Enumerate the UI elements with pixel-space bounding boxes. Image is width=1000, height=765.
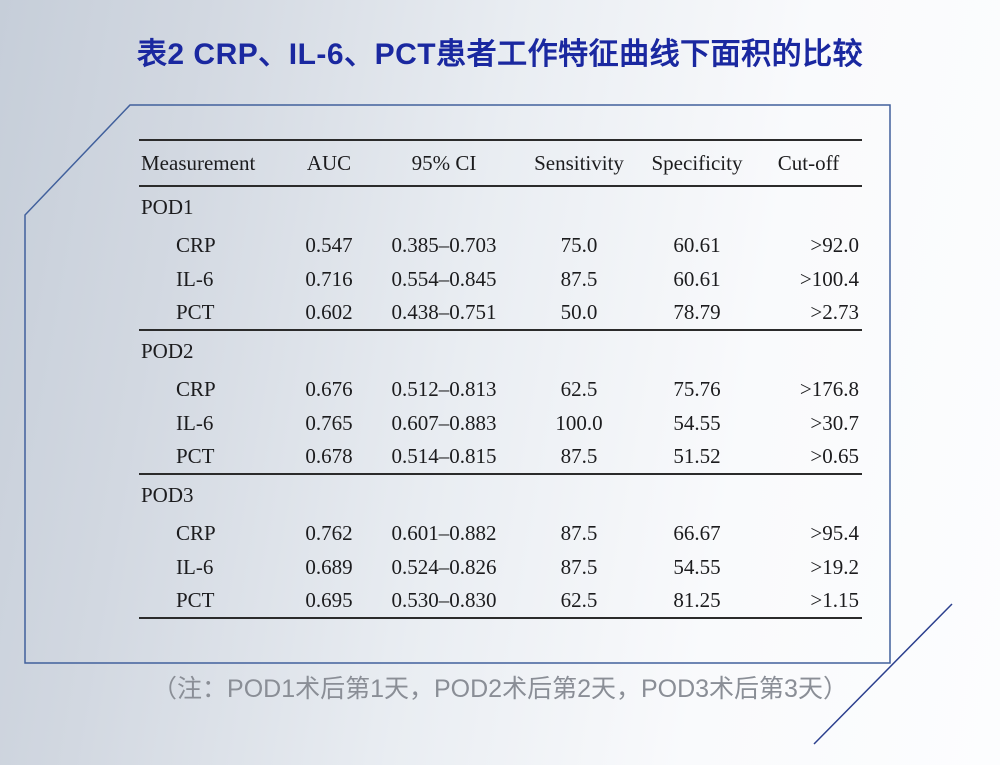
cutoff-cell: >95.4 — [810, 520, 859, 545]
footnote: （注：POD1术后第1天，POD2术后第2天，POD3术后第3天） — [152, 675, 848, 703]
cutoff-cell: >0.65 — [810, 444, 859, 468]
measurement-cell: PCT — [176, 444, 215, 468]
cutoff-cell: >92.0 — [810, 232, 859, 257]
measurement-cell: PCT — [176, 300, 215, 324]
ci-cell: 0.524–0.826 — [391, 554, 497, 579]
column-header-sensitivity: Sensitivity — [534, 150, 624, 175]
specificity-cell: 81.25 — [673, 588, 721, 612]
sensitivity-cell: 100.0 — [555, 410, 603, 435]
frame-outline — [24, 104, 891, 664]
specificity-cell: 54.55 — [673, 410, 721, 435]
measurement-cell: IL-6 — [176, 410, 214, 435]
measurement-cell: IL-6 — [176, 266, 214, 291]
auc-cell: 0.676 — [305, 376, 353, 401]
group-label: POD2 — [141, 339, 194, 363]
specificity-cell: 54.55 — [673, 554, 721, 579]
ci-cell: 0.514–0.815 — [391, 444, 497, 468]
ci-cell: 0.438–0.751 — [391, 300, 497, 324]
ci-cell: 0.607–0.883 — [391, 410, 497, 435]
ci-cell: 0.554–0.845 — [391, 266, 497, 291]
sensitivity-cell: 50.0 — [560, 300, 598, 324]
table-row: PCT 0.695 0.530–0.830 62.5 81.25 >1.15 — [139, 584, 862, 618]
group-row-pod1: POD1 — [139, 186, 862, 228]
measurement-cell: CRP — [176, 232, 216, 257]
table-row: IL-6 0.716 0.554–0.845 87.5 60.61 >100.4 — [139, 262, 862, 296]
table-row: CRP 0.547 0.385–0.703 75.0 60.61 >92.0 — [139, 228, 862, 262]
cutoff-cell: >176.8 — [799, 376, 859, 401]
roc-auc-table: Measurement AUC 95% CI Sensitivity Speci… — [139, 139, 862, 619]
cutoff-cell: >100.4 — [799, 266, 859, 291]
auc-cell: 0.602 — [305, 300, 353, 324]
ci-cell: 0.530–0.830 — [391, 588, 497, 612]
table-row: PCT 0.602 0.438–0.751 50.0 78.79 >2.73 — [139, 296, 862, 330]
page-title: 表2 CRP、IL-6、PCT患者工作特征曲线下面积的比较 — [136, 38, 864, 71]
sensitivity-cell: 62.5 — [560, 588, 598, 612]
table-row: IL-6 0.689 0.524–0.826 87.5 54.55 >19.2 — [139, 550, 862, 584]
specificity-cell: 78.79 — [673, 300, 721, 324]
specificity-cell: 51.52 — [673, 444, 721, 468]
sensitivity-cell: 87.5 — [560, 444, 598, 468]
measurement-cell: PCT — [176, 588, 215, 612]
group-row-pod3: POD3 — [139, 474, 862, 516]
table-row: IL-6 0.765 0.607–0.883 100.0 54.55 >30.7 — [139, 406, 862, 440]
specificity-cell: 60.61 — [673, 232, 721, 257]
ci-cell: 0.512–0.813 — [391, 376, 497, 401]
auc-cell: 0.547 — [305, 232, 353, 257]
sensitivity-cell: 87.5 — [560, 520, 598, 545]
table-row: CRP 0.762 0.601–0.882 87.5 66.67 >95.4 — [139, 516, 862, 550]
cutoff-cell: >1.15 — [810, 588, 859, 612]
group-label: POD3 — [141, 483, 194, 507]
column-header-measurement: Measurement — [141, 150, 256, 175]
table-row: PCT 0.678 0.514–0.815 87.5 51.52 >0.65 — [139, 440, 862, 474]
sensitivity-cell: 87.5 — [560, 554, 598, 579]
auc-cell: 0.765 — [305, 410, 353, 435]
sensitivity-cell: 62.5 — [560, 376, 598, 401]
column-header-cutoff: Cut-off — [777, 150, 840, 175]
column-header-specificity: Specificity — [651, 150, 743, 175]
specificity-cell: 60.61 — [673, 266, 721, 291]
corner-slash-line — [813, 603, 953, 745]
cutoff-cell: >19.2 — [810, 554, 859, 579]
measurement-cell: CRP — [176, 520, 216, 545]
table-row: CRP 0.676 0.512–0.813 62.5 75.76 >176.8 — [139, 372, 862, 406]
auc-cell: 0.689 — [305, 554, 353, 579]
cutoff-cell: >30.7 — [810, 410, 859, 435]
column-header-auc: AUC — [306, 150, 352, 175]
group-label: POD1 — [141, 195, 194, 219]
cutoff-cell: >2.73 — [810, 300, 859, 324]
auc-cell: 0.695 — [305, 588, 353, 612]
specificity-cell: 66.67 — [673, 520, 721, 545]
ci-cell: 0.601–0.882 — [391, 520, 497, 545]
measurement-cell: CRP — [176, 376, 216, 401]
group-row-pod2: POD2 — [139, 330, 862, 372]
auc-cell: 0.716 — [305, 266, 353, 291]
specificity-cell: 75.76 — [673, 376, 721, 401]
ci-cell: 0.385–0.703 — [391, 232, 497, 257]
sensitivity-cell: 75.0 — [560, 232, 598, 257]
sensitivity-cell: 87.5 — [560, 266, 598, 291]
measurement-cell: IL-6 — [176, 554, 214, 579]
auc-cell: 0.678 — [305, 444, 353, 468]
column-header-ci: 95% CI — [411, 150, 477, 175]
auc-cell: 0.762 — [305, 520, 353, 545]
table-header-row: Measurement AUC 95% CI Sensitivity Speci… — [139, 140, 862, 186]
